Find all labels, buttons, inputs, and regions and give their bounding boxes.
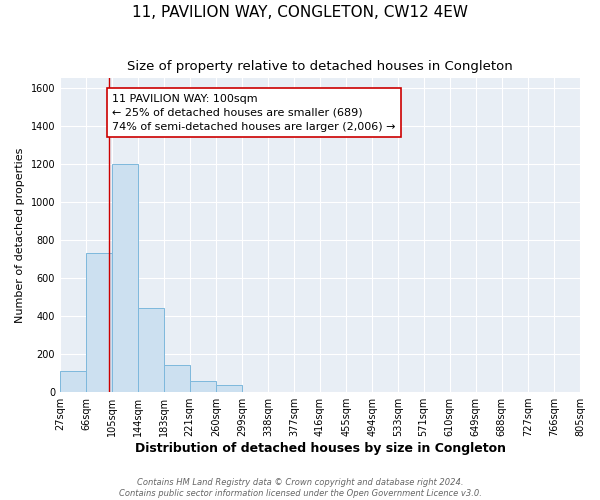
Bar xyxy=(216,386,242,392)
Bar xyxy=(164,364,190,392)
Text: 11 PAVILION WAY: 100sqm
← 25% of detached houses are smaller (689)
74% of semi-d: 11 PAVILION WAY: 100sqm ← 25% of detache… xyxy=(112,94,395,132)
Bar xyxy=(60,371,86,392)
Y-axis label: Number of detached properties: Number of detached properties xyxy=(15,148,25,323)
Bar xyxy=(112,164,138,392)
Bar xyxy=(86,254,112,392)
Title: Size of property relative to detached houses in Congleton: Size of property relative to detached ho… xyxy=(127,60,513,73)
Text: 11, PAVILION WAY, CONGLETON, CW12 4EW: 11, PAVILION WAY, CONGLETON, CW12 4EW xyxy=(132,5,468,20)
Text: Contains HM Land Registry data © Crown copyright and database right 2024.
Contai: Contains HM Land Registry data © Crown c… xyxy=(119,478,481,498)
Bar xyxy=(138,308,164,392)
X-axis label: Distribution of detached houses by size in Congleton: Distribution of detached houses by size … xyxy=(134,442,506,455)
Bar xyxy=(190,380,216,392)
